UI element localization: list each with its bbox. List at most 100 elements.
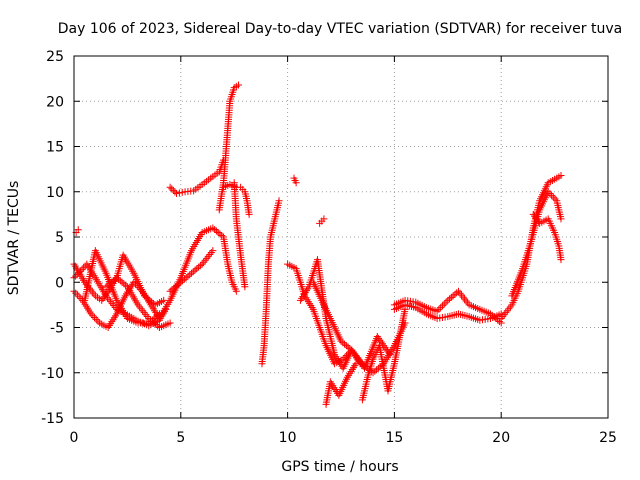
x-tick-label: 5 <box>176 430 185 446</box>
data-point <box>438 302 446 310</box>
data-point <box>166 287 174 295</box>
y-tick-label: -15 <box>41 411 64 427</box>
data-point <box>187 269 195 277</box>
data-point <box>362 363 370 371</box>
data-point <box>371 367 379 375</box>
x-axis-label: GPS time / hours <box>281 459 398 475</box>
data-point <box>206 250 214 258</box>
data-point <box>292 179 300 187</box>
y-tick-label: -10 <box>41 366 64 382</box>
data-point <box>435 305 443 313</box>
data-point <box>87 310 95 318</box>
data-point <box>444 296 452 304</box>
data-point <box>75 293 83 301</box>
data-point <box>178 188 186 196</box>
data-point <box>175 280 183 288</box>
x-tick-label: 0 <box>70 430 79 446</box>
data-point <box>346 345 354 353</box>
data-point <box>454 287 462 295</box>
data-point <box>449 292 457 300</box>
data-point <box>544 188 552 196</box>
data-point <box>502 309 510 317</box>
data-point <box>442 298 450 306</box>
data-point <box>144 295 152 303</box>
data-point <box>557 171 565 179</box>
data-point <box>92 315 100 323</box>
data-point <box>339 355 347 363</box>
data-point <box>107 298 115 306</box>
data-point <box>109 277 117 285</box>
data-point <box>173 190 181 198</box>
data-point <box>180 275 188 283</box>
data-point <box>275 197 283 205</box>
data-point <box>195 263 203 271</box>
data-point <box>90 290 98 298</box>
data-point <box>241 283 249 291</box>
data-point <box>209 224 217 232</box>
data-point <box>207 249 215 257</box>
data-point <box>152 313 160 321</box>
data-point <box>462 297 470 305</box>
x-tick-label: 10 <box>279 430 297 446</box>
data-point <box>103 289 111 297</box>
data-point <box>107 278 115 286</box>
data-point <box>171 188 179 196</box>
data-point <box>531 212 539 220</box>
data-point <box>337 337 345 345</box>
data-point <box>139 307 147 315</box>
data-point <box>98 296 106 304</box>
data-point <box>211 225 219 233</box>
data-point <box>148 298 156 306</box>
data-point <box>201 256 209 264</box>
data-point <box>342 342 350 350</box>
y-tick-label: 5 <box>55 230 64 246</box>
data-point <box>212 227 220 235</box>
data-point <box>373 333 381 341</box>
data-point <box>551 195 559 203</box>
data-point <box>102 291 110 299</box>
data-point <box>142 293 150 301</box>
data-point <box>339 339 347 347</box>
data-point <box>105 296 113 304</box>
data-point <box>196 262 204 270</box>
data-point <box>168 286 176 294</box>
y-axis-label: SDTVAR / TECUs <box>6 181 22 296</box>
data-point <box>184 272 192 280</box>
data-point <box>111 275 119 283</box>
data-point <box>152 320 160 328</box>
data-point <box>378 340 386 348</box>
data-point <box>73 291 81 299</box>
data-point <box>532 214 540 222</box>
data-point <box>118 278 126 286</box>
data-point <box>548 191 556 199</box>
data-point <box>166 319 174 327</box>
x-tick-label: 25 <box>599 430 617 446</box>
data-point <box>557 215 565 223</box>
data-point <box>106 280 114 288</box>
data-point <box>171 283 179 291</box>
data-point <box>146 296 154 304</box>
data-point <box>166 183 174 191</box>
data-point <box>102 283 110 291</box>
data-point <box>154 311 162 319</box>
data-point <box>130 278 138 286</box>
y-tick-label: 25 <box>46 49 64 65</box>
data-point <box>104 281 112 289</box>
data-point <box>232 287 240 295</box>
data-point <box>546 190 554 198</box>
data-point <box>72 289 80 297</box>
data-point <box>189 268 197 276</box>
data-point <box>94 317 102 325</box>
data-point <box>204 252 212 260</box>
data-point <box>89 312 97 320</box>
y-tick-label: -5 <box>50 321 64 337</box>
axis-ticks: 0 5 10 15 20 25 -15 -10 -5 0 5 10 15 20 25 <box>41 49 617 446</box>
data-point <box>182 274 190 282</box>
data-point <box>446 295 454 303</box>
data-point <box>147 317 155 325</box>
data-point <box>505 305 513 313</box>
y-tick-label: 10 <box>46 185 64 201</box>
data-point <box>169 186 177 194</box>
data-point <box>99 295 107 303</box>
